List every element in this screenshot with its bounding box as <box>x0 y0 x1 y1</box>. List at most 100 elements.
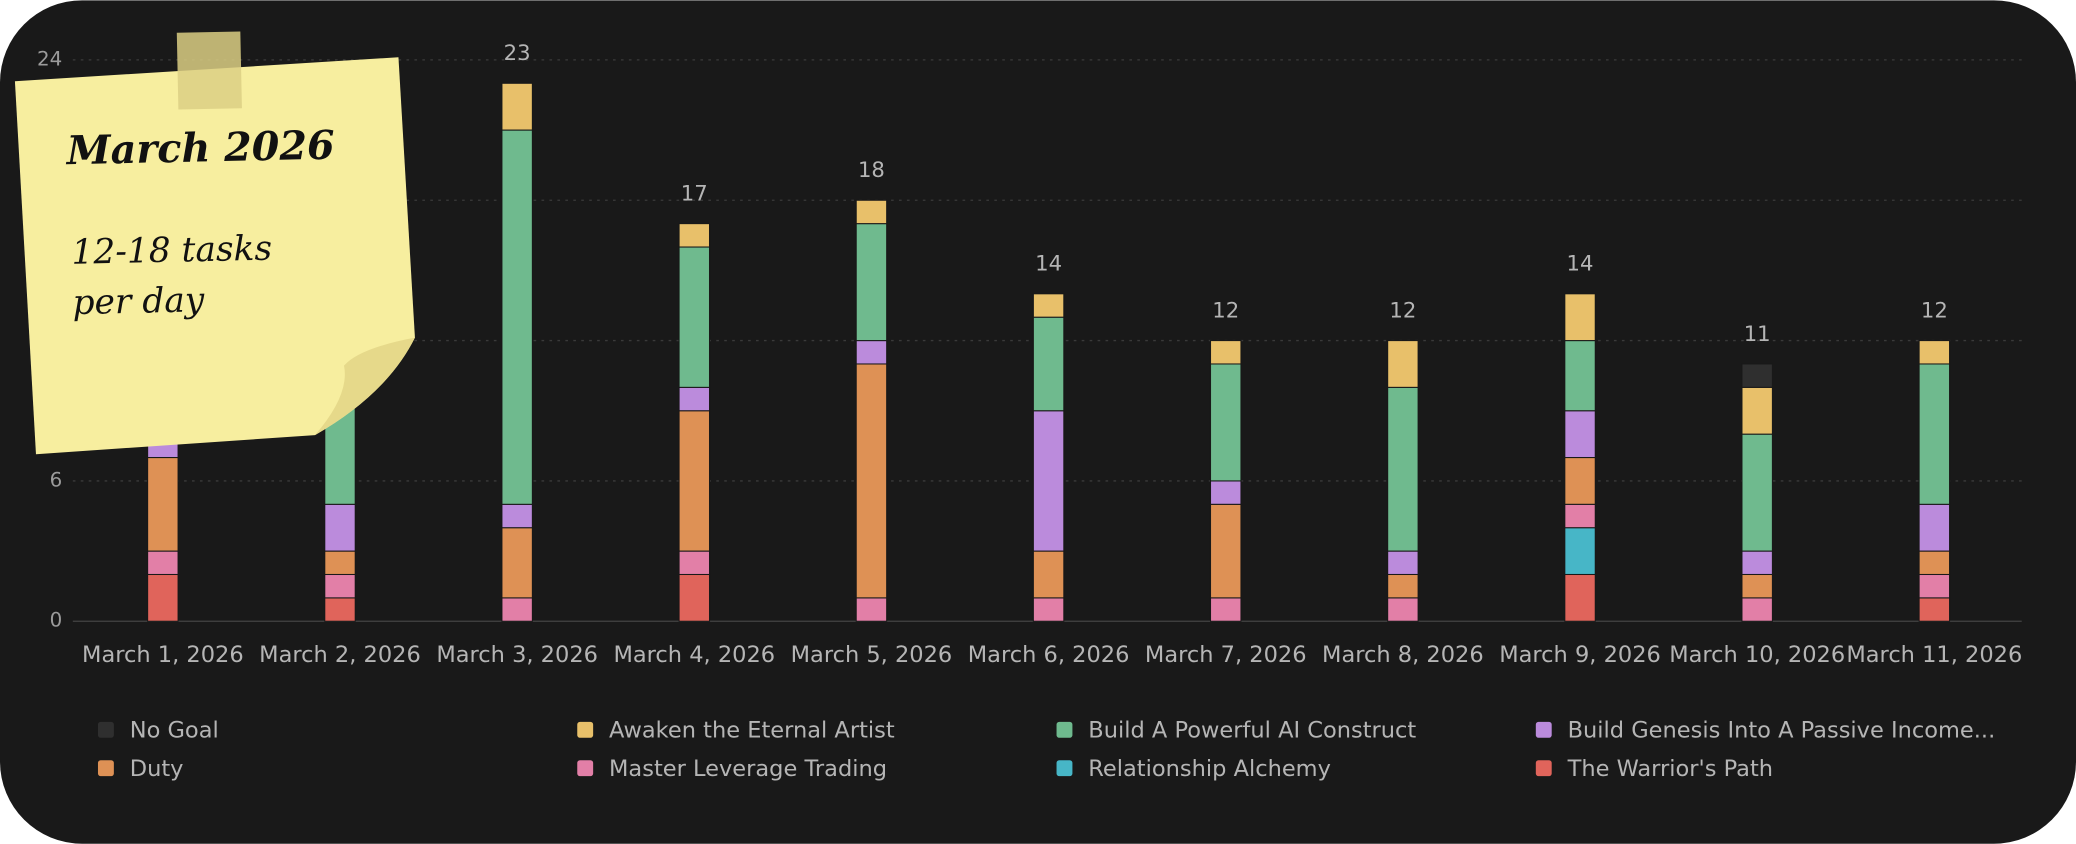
bar-segment <box>1918 573 1951 599</box>
bar-segment <box>1564 410 1596 459</box>
legend-swatch <box>1056 721 1073 738</box>
plot-area: 0 6 12 18 24 March 1, 2026 March 2, 2026 March … <box>37 40 2022 668</box>
x-tick-label: March 1, 2026 <box>82 642 244 668</box>
legend-label: The Warrior's Path <box>1567 756 1773 782</box>
legend-label: Build A Powerful AI Construct <box>1088 718 1416 744</box>
bar-segment <box>501 82 533 131</box>
total-label: 11 <box>1744 321 1771 346</box>
legend-swatch <box>577 760 594 777</box>
bar-segment <box>678 386 711 412</box>
bar-segment <box>855 223 888 342</box>
bar-segment <box>324 597 356 622</box>
bar-segment <box>1209 363 1242 482</box>
bar-segment <box>501 597 533 622</box>
bar-segment <box>855 597 888 622</box>
legend-label: Master Leverage Trading <box>609 756 887 782</box>
bar-segment <box>1387 550 1419 576</box>
note-paper <box>14 57 415 455</box>
bar-segment <box>1564 456 1596 505</box>
bar-segment <box>1032 550 1065 599</box>
x-tick-label: March 6, 2026 <box>968 642 1130 668</box>
total-label: 17 <box>681 180 708 205</box>
bar-segment <box>1741 386 1773 435</box>
bar-segment <box>147 573 179 622</box>
bar-segment <box>501 527 533 599</box>
bar-segment <box>1918 597 1951 622</box>
legend-label: Awaken the Eternal Artist <box>609 718 895 744</box>
legend: No Goal Awaken the Eternal Artist Build A … <box>97 718 1996 782</box>
bar-segment <box>1741 597 1773 622</box>
bar-segment <box>1032 316 1065 412</box>
x-tick-label: March 2, 2026 <box>259 642 421 668</box>
bar-segment <box>1032 597 1065 622</box>
bar-segment <box>1387 573 1419 599</box>
legend-swatch <box>1056 760 1073 777</box>
bar-segment <box>678 223 711 248</box>
bar-segment <box>1209 503 1242 599</box>
bar-segment <box>678 550 711 576</box>
bar-segment <box>324 550 356 576</box>
y-tick-label: 24 <box>37 47 62 70</box>
bar-segment <box>501 503 533 529</box>
note-line: per day <box>72 280 205 323</box>
total-label: 18 <box>858 157 885 182</box>
bar-segment <box>1918 503 1951 552</box>
bar-segment <box>1564 503 1596 529</box>
total-label: 12 <box>1389 297 1416 322</box>
note-tape <box>176 31 242 110</box>
legend-swatch <box>577 721 594 738</box>
bar-segment <box>1387 340 1419 388</box>
bar-segment <box>501 129 533 505</box>
bar-segment <box>147 550 179 576</box>
x-tick-label: March 11, 2026 <box>1846 642 2022 668</box>
sticky-note: March 2026 12-18 tasks per day <box>14 31 415 455</box>
bar-segment <box>1564 340 1596 412</box>
bar-segment <box>1741 550 1773 576</box>
bar-segment <box>678 246 711 388</box>
y-tick-label: 6 <box>50 468 63 491</box>
x-tick-label: March 8, 2026 <box>1322 642 1484 668</box>
bar-segment <box>1741 363 1773 388</box>
bar-segment <box>1741 433 1773 552</box>
x-tick-label: March 5, 2026 <box>791 642 953 668</box>
bar-segment <box>855 340 888 365</box>
bar-segment <box>1918 550 1951 576</box>
legend-label: Relationship Alchemy <box>1088 756 1331 782</box>
total-label: 12 <box>1212 297 1239 322</box>
bar-segment <box>1209 480 1242 505</box>
total-label: 14 <box>1035 251 1062 276</box>
legend-swatch <box>1535 760 1552 777</box>
legend-label: Duty <box>130 756 184 782</box>
bar-segment <box>678 573 711 622</box>
bar-segment <box>1209 340 1242 365</box>
x-tick-label: March 4, 2026 <box>613 642 775 668</box>
bar-segment <box>1741 573 1773 599</box>
legend-swatch <box>97 760 114 777</box>
bar-segment <box>1209 597 1242 622</box>
x-tick-label: March 7, 2026 <box>1145 642 1307 668</box>
x-tick-label: March 10, 2026 <box>1669 642 1845 668</box>
legend-label: No Goal <box>130 718 219 744</box>
bar-segment <box>678 410 711 552</box>
bar-segment <box>1564 527 1596 576</box>
bar-segment <box>1032 293 1065 318</box>
legend-swatch <box>1535 721 1552 738</box>
x-tick-label: March 3, 2026 <box>436 642 598 668</box>
bar-segment <box>855 363 888 599</box>
bar-segment <box>1918 340 1951 365</box>
note-line: 12-18 tasks <box>71 229 272 273</box>
bar-segment <box>324 573 356 599</box>
x-tick-label: March 9, 2026 <box>1499 642 1661 668</box>
legend-swatch <box>97 721 114 738</box>
total-label: 14 <box>1567 251 1594 276</box>
bar-segment <box>1032 410 1065 552</box>
bar-segment <box>324 503 356 552</box>
bar-segment <box>855 199 888 225</box>
legend-label: Build Genesis Into A Passive Income... <box>1568 718 1996 744</box>
bar-segment <box>1918 363 1951 505</box>
note-curl <box>314 337 415 436</box>
note-title: March 2026 <box>64 123 335 175</box>
y-tick-label: 0 <box>50 609 63 632</box>
bar-segment <box>1387 597 1419 622</box>
